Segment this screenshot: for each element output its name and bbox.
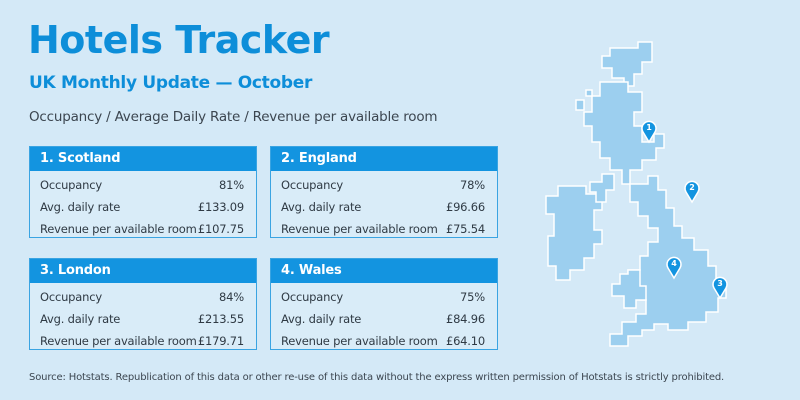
row-label: Revenue per available room <box>40 222 197 236</box>
row-label: Occupancy <box>40 290 102 304</box>
row-occupancy: Occupancy 84% <box>30 286 256 308</box>
card-title: 4. Wales <box>271 259 497 283</box>
row-revpar: Revenue per available room £179.71 <box>30 330 256 352</box>
row-label: Occupancy <box>281 290 343 304</box>
row-value: 81% <box>219 178 244 192</box>
row-label: Avg. daily rate <box>40 200 121 214</box>
card-england: 2. England Occupancy 78% Avg. daily rate… <box>270 146 498 238</box>
marker-label: 4 <box>671 259 677 268</box>
row-label: Revenue per available room <box>40 334 197 348</box>
row-value: 75% <box>460 290 485 304</box>
row-revpar: Revenue per available room £75.54 <box>271 218 497 240</box>
row-occupancy: Occupancy 78% <box>271 174 497 196</box>
row-value: £133.09 <box>197 200 244 214</box>
row-value: £213.55 <box>197 312 244 326</box>
row-label: Avg. daily rate <box>40 312 121 326</box>
map-markers: 1 2 3 4 <box>641 120 728 300</box>
row-value: £64.10 <box>445 334 485 348</box>
card-scotland: 1. Scotland Occupancy 81% Avg. daily rat… <box>29 146 257 238</box>
uk-map: 1 2 3 4 <box>545 41 728 347</box>
row-label: Occupancy <box>40 178 102 192</box>
row-avg-daily-rate: Avg. daily rate £84.96 <box>271 308 497 330</box>
row-value: £84.96 <box>445 312 485 326</box>
marker-1-scotland[interactable]: 1 <box>641 120 657 144</box>
marker-2-england[interactable]: 2 <box>684 180 700 204</box>
row-label: Avg. daily rate <box>281 312 362 326</box>
row-value: £179.71 <box>197 334 244 348</box>
metrics-caption: Occupancy / Average Daily Rate / Revenue… <box>29 109 438 125</box>
row-avg-daily-rate: Avg. daily rate £213.55 <box>30 308 256 330</box>
row-value: £96.66 <box>445 200 485 214</box>
source-note: Source: Hotstats. Republication of this … <box>29 372 725 383</box>
page-subtitle: UK Monthly Update — October <box>29 73 313 93</box>
row-label: Occupancy <box>281 178 343 192</box>
card-title: 1. Scotland <box>30 147 256 171</box>
marker-label: 1 <box>646 123 652 132</box>
row-label: Revenue per available room <box>281 334 438 348</box>
card-wales: 4. Wales Occupancy 75% Avg. daily rate £… <box>270 258 498 350</box>
row-occupancy: Occupancy 75% <box>271 286 497 308</box>
row-avg-daily-rate: Avg. daily rate £133.09 <box>30 196 256 218</box>
row-occupancy: Occupancy 81% <box>30 174 256 196</box>
great-britain-shape <box>545 41 727 347</box>
marker-label: 3 <box>717 279 723 288</box>
row-value: £107.75 <box>197 222 244 236</box>
row-avg-daily-rate: Avg. daily rate £96.66 <box>271 196 497 218</box>
marker-3-london[interactable]: 3 <box>712 276 728 300</box>
row-value: 84% <box>219 290 244 304</box>
marker-label: 2 <box>689 183 695 192</box>
row-value: £75.54 <box>445 222 485 236</box>
card-london: 3. London Occupancy 84% Avg. daily rate … <box>29 258 257 350</box>
row-revpar: Revenue per available room £64.10 <box>271 330 497 352</box>
row-label: Avg. daily rate <box>281 200 362 214</box>
page-title: Hotels Tracker <box>28 18 330 62</box>
marker-4-wales[interactable]: 4 <box>666 256 682 280</box>
row-revpar: Revenue per available room £107.75 <box>30 218 256 240</box>
card-title: 3. London <box>30 259 256 283</box>
row-value: 78% <box>460 178 485 192</box>
card-title: 2. England <box>271 147 497 171</box>
row-label: Revenue per available room <box>281 222 438 236</box>
